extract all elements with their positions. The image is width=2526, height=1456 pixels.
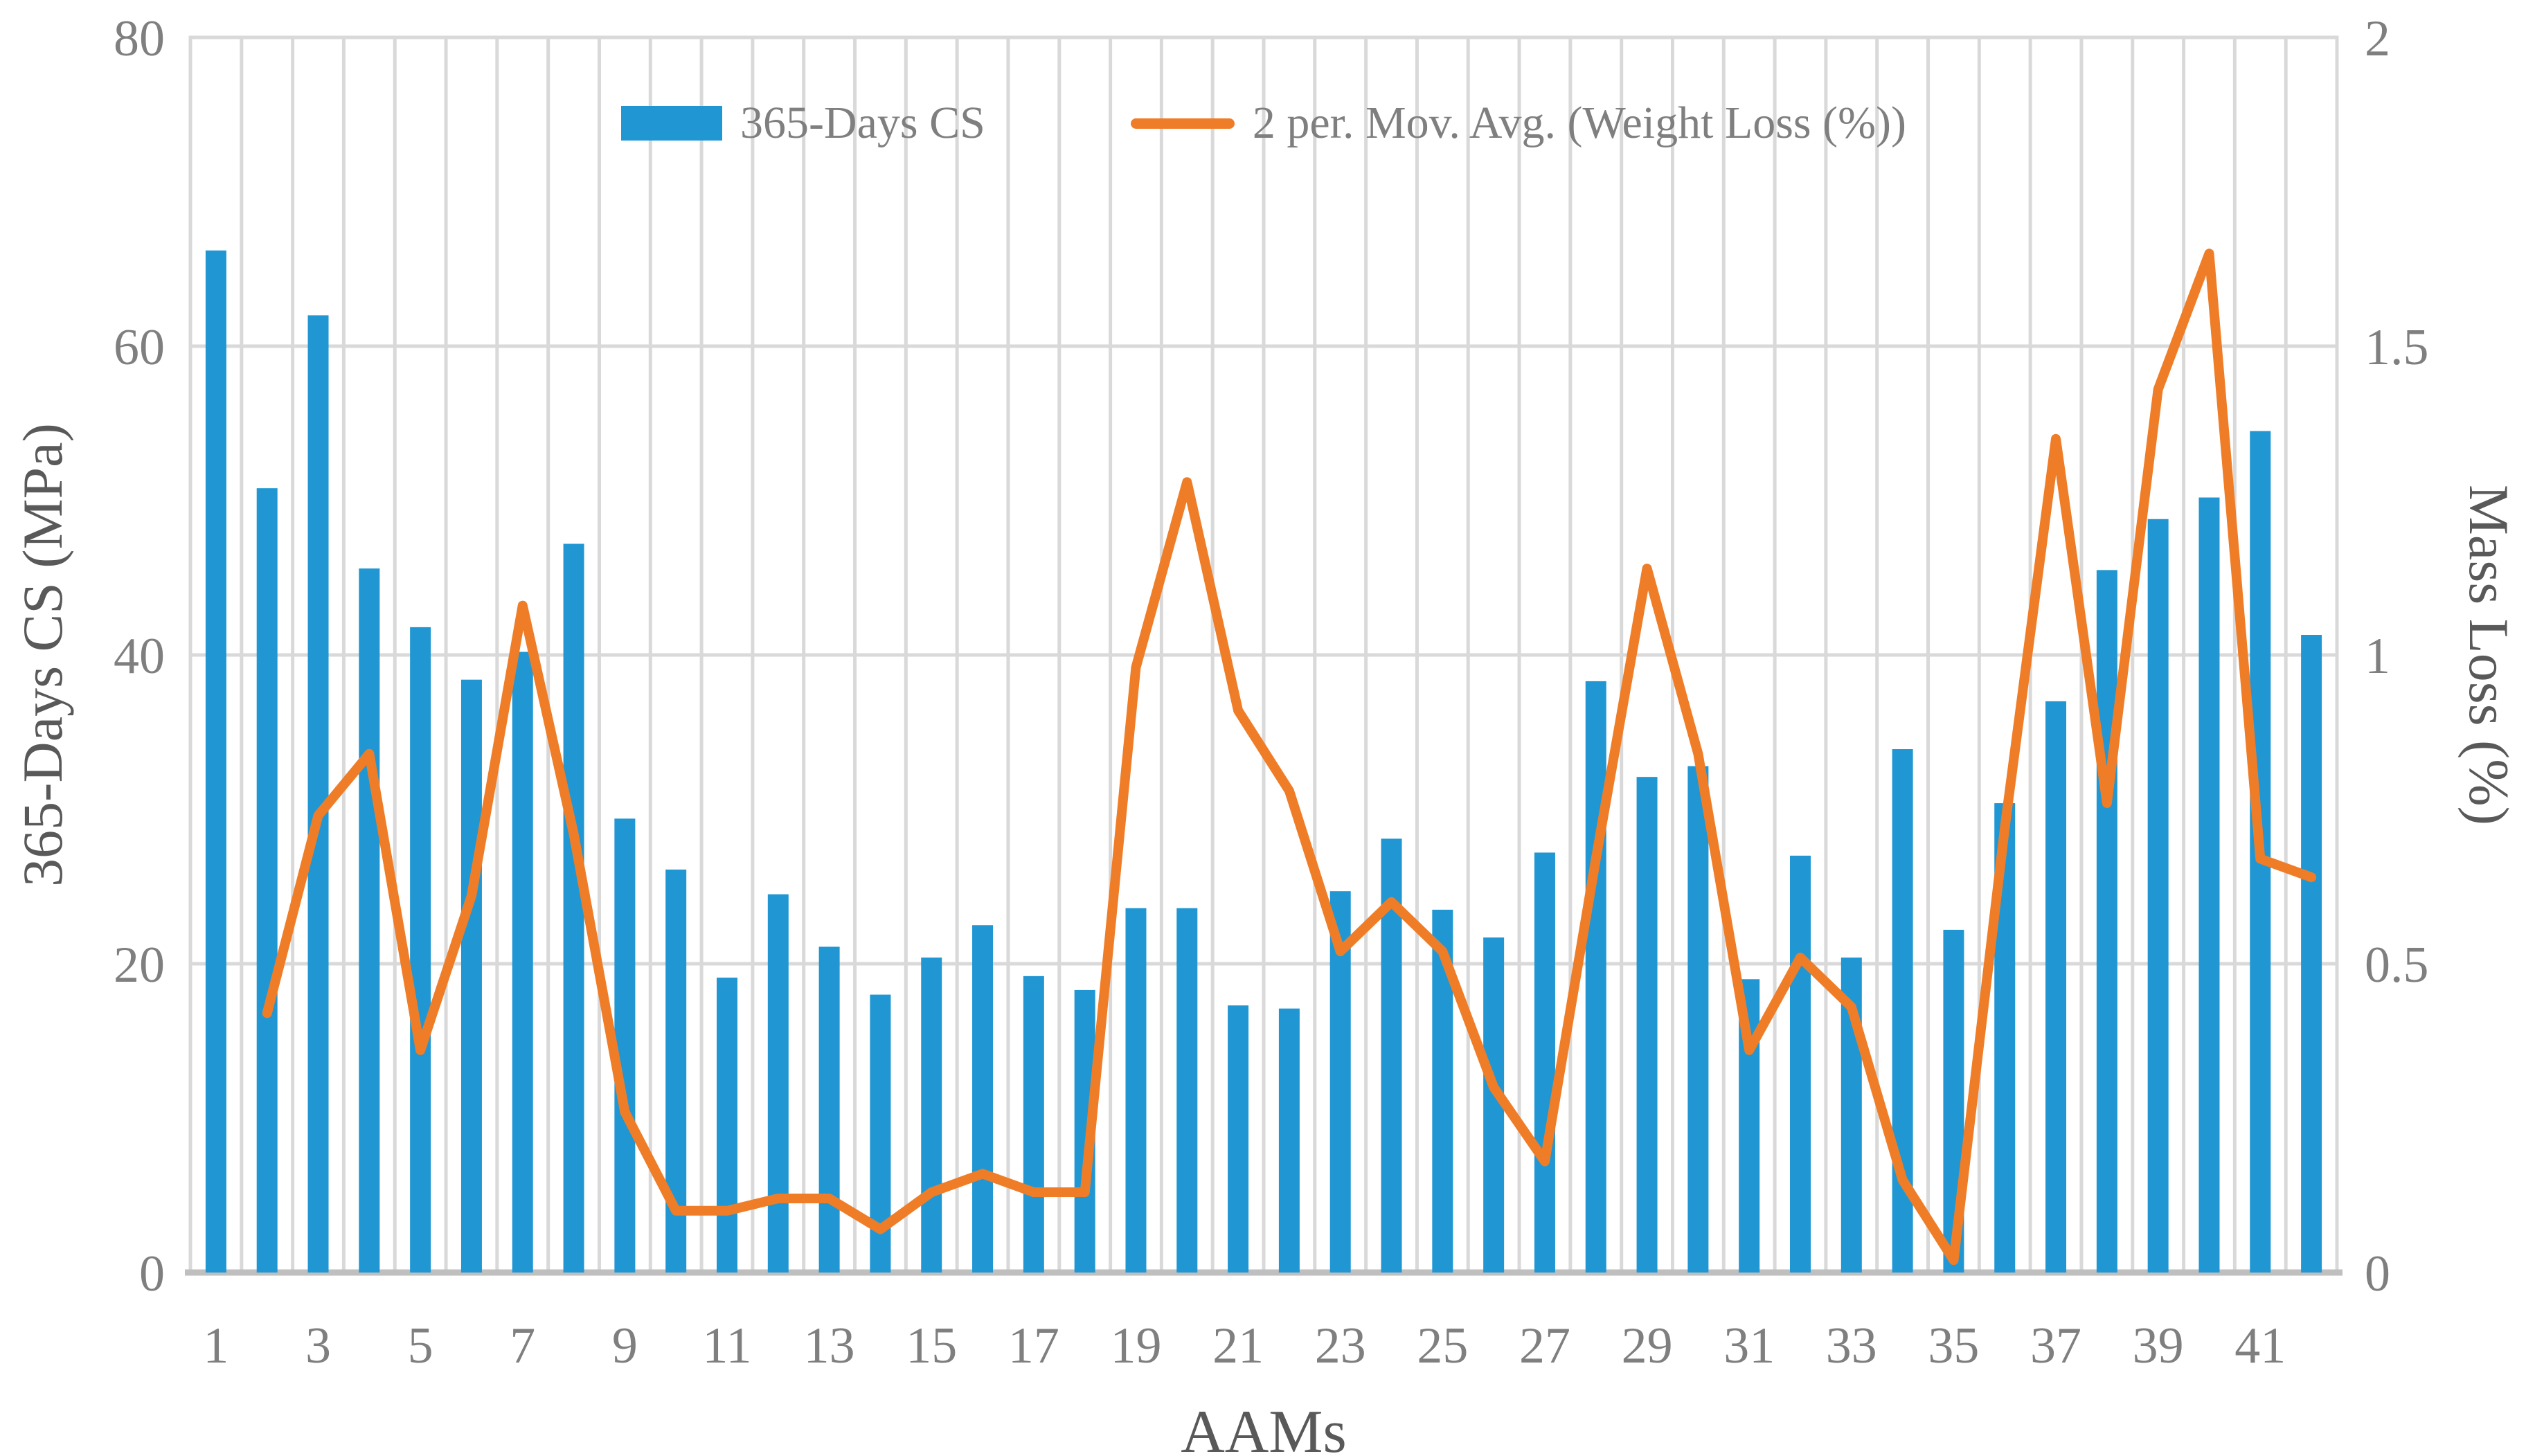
- x-tick-label: 21: [1212, 1318, 1264, 1374]
- bar-aam-19: [1125, 908, 1147, 1273]
- bar-aam-22: [1278, 1008, 1300, 1273]
- x-tick-label: 1: [203, 1318, 229, 1374]
- y-left-tick-label: 20: [114, 937, 165, 994]
- y-right-tick-label: 0: [2365, 1246, 2390, 1302]
- bar-aam-11: [717, 978, 737, 1273]
- x-tick-label: 39: [2133, 1318, 2184, 1374]
- bar-aam-8: [563, 543, 584, 1273]
- bar-aam-5: [410, 627, 431, 1273]
- y-right-tick-label: 1: [2365, 628, 2390, 685]
- x-tick-label: 3: [305, 1318, 331, 1374]
- bar-aam-28: [1585, 681, 1606, 1273]
- bar-aam-39: [2147, 519, 2169, 1273]
- y-right-tick-label: 1.5: [2365, 319, 2429, 376]
- y-right-tick-label: 2: [2365, 10, 2390, 67]
- bar-aam-3: [307, 315, 329, 1273]
- y-left-axis-title: 365-Days CS (MPa): [11, 423, 74, 887]
- bar-aam-30: [1687, 766, 1709, 1273]
- x-tick-label: 15: [906, 1318, 957, 1374]
- x-tick-label: 5: [408, 1318, 433, 1374]
- bar-aam-15: [921, 958, 942, 1273]
- x-tick-label: 35: [1928, 1318, 1979, 1374]
- bar-aam-4: [359, 568, 380, 1273]
- x-tick-label: 25: [1417, 1318, 1468, 1374]
- bar-aam-17: [1023, 976, 1044, 1273]
- bar-aam-13: [818, 946, 840, 1273]
- bar-aam-6: [460, 679, 482, 1273]
- x-tick-label: 29: [1622, 1318, 1673, 1374]
- bar-aam-21: [1228, 1005, 1249, 1273]
- x-tick-label: 31: [1723, 1318, 1775, 1374]
- bar-aam-16: [972, 925, 994, 1273]
- x-tick-label: 37: [2030, 1318, 2081, 1374]
- x-tick-label: 9: [612, 1318, 638, 1374]
- x-tick-label: 11: [702, 1318, 751, 1374]
- x-tick-label: 19: [1110, 1318, 1161, 1374]
- bar-aam-1: [205, 250, 226, 1273]
- bar-aam-2: [256, 488, 278, 1273]
- y-left-tick-label: 40: [114, 628, 165, 685]
- x-tick-label: 7: [510, 1318, 535, 1374]
- x-tick-label: 41: [2234, 1318, 2286, 1374]
- y-left-tick-label: 80: [114, 10, 165, 67]
- bar-aam-42: [2301, 635, 2322, 1273]
- bar-aam-7: [512, 651, 533, 1273]
- y-right-axis-title: Mass Loss (%): [2457, 485, 2520, 825]
- x-tick-label: 23: [1315, 1318, 1366, 1374]
- x-tick-label: 27: [1519, 1318, 1570, 1374]
- y-right-tick-label: 0.5: [2365, 937, 2429, 994]
- bar-aam-40: [2198, 497, 2220, 1273]
- y-left-tick-label: 60: [114, 319, 165, 376]
- bar-aam-12: [767, 894, 789, 1273]
- y-left-tick-label: 0: [139, 1246, 165, 1302]
- bar-aam-20: [1176, 908, 1198, 1273]
- bar-aam-37: [2045, 701, 2067, 1273]
- x-tick-label: 17: [1008, 1318, 1059, 1374]
- x-tick-label: 33: [1826, 1318, 1877, 1374]
- x-tick-label: 13: [804, 1318, 855, 1374]
- bar-aam-38: [2096, 570, 2117, 1273]
- moving-average-line: [262, 249, 2317, 1266]
- bar-aam-27: [1534, 852, 1555, 1273]
- bar-aam-29: [1636, 777, 1658, 1273]
- bar-aam-9: [614, 818, 636, 1273]
- bar-aam-32: [1790, 855, 1811, 1273]
- x-axis-title: AAMs: [1181, 1399, 1347, 1456]
